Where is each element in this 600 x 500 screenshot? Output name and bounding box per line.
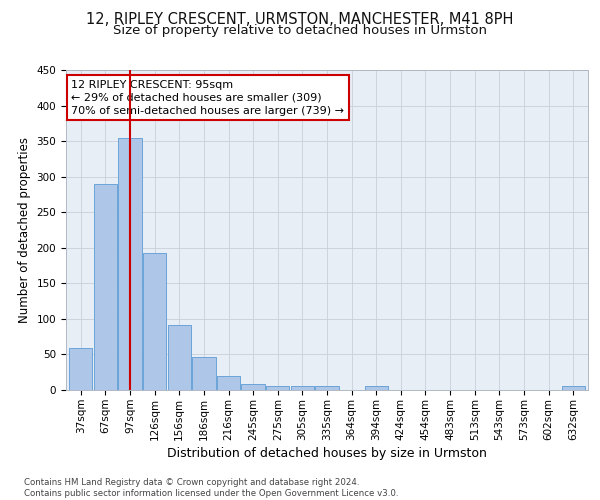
Bar (167, 324, 191, 390)
Bar (290, 386, 314, 390)
Text: 12 RIPLEY CRESCENT: 95sqm
← 29% of detached houses are smaller (309)
70% of semi: 12 RIPLEY CRESCENT: 95sqm ← 29% of detac… (71, 80, 344, 116)
Bar (192, 358, 215, 390)
Bar (143, 253, 166, 390)
Bar (316, 386, 338, 390)
Text: 12, RIPLEY CRESCENT, URMSTON, MANCHESTER, M41 8PH: 12, RIPLEY CRESCENT, URMSTON, MANCHESTER… (86, 12, 514, 28)
Bar (69, 348, 92, 390)
Bar (562, 386, 585, 390)
Bar (241, 384, 265, 390)
Bar (266, 386, 289, 390)
X-axis label: Distribution of detached houses by size in Urmston: Distribution of detached houses by size … (167, 446, 487, 460)
Text: Contains HM Land Registry data © Crown copyright and database right 2024.
Contai: Contains HM Land Registry data © Crown c… (24, 478, 398, 498)
Text: Size of property relative to detached houses in Urmston: Size of property relative to detached ho… (113, 24, 487, 37)
Bar (94, 184, 117, 390)
Bar (365, 386, 388, 390)
Bar (118, 138, 142, 390)
Y-axis label: Number of detached properties: Number of detached properties (18, 137, 31, 323)
Bar (217, 376, 240, 390)
